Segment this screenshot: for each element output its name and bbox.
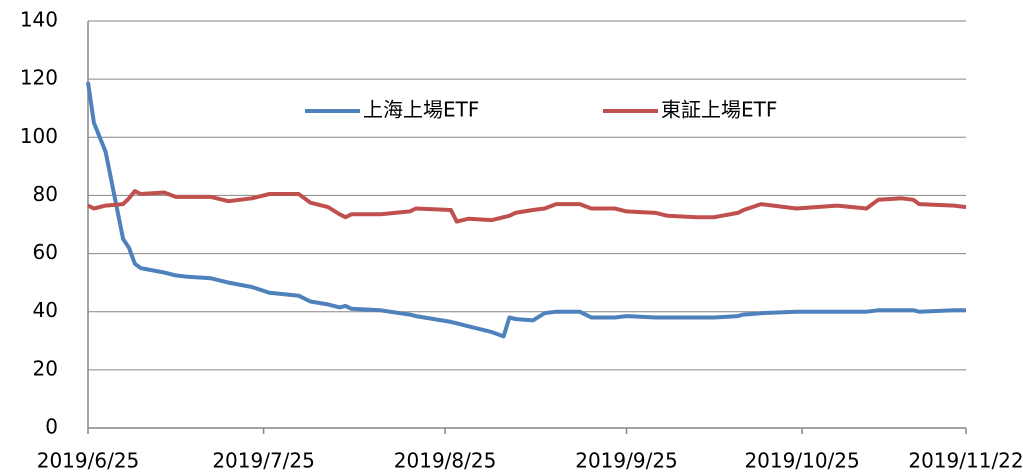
legend-label: 上海上場ETF [363,98,479,122]
y-tick-label: 120 [20,66,58,90]
y-tick-label: 140 [20,8,58,32]
y-tick-label: 60 [33,240,58,264]
x-tick-label: 2019/10/25 [744,449,859,472]
series-line [86,81,966,339]
x-tick-label: 2019/9/25 [575,449,678,472]
x-tick-label: 2019/7/25 [212,449,315,472]
y-tick-label: 80 [33,182,58,206]
y-tick-label: 20 [33,356,58,380]
x-tick-label: 2019/11/22 [908,449,1023,472]
y-tick-label: 100 [20,124,58,148]
series-line [87,189,967,224]
x-tick-label: 2019/8/25 [394,449,497,472]
x-tick-label: 2019/6/25 [37,449,140,472]
legend-label: 東証上場ETF [661,98,777,122]
y-tick-label: 40 [33,298,58,322]
y-tick-label: 0 [45,415,58,439]
